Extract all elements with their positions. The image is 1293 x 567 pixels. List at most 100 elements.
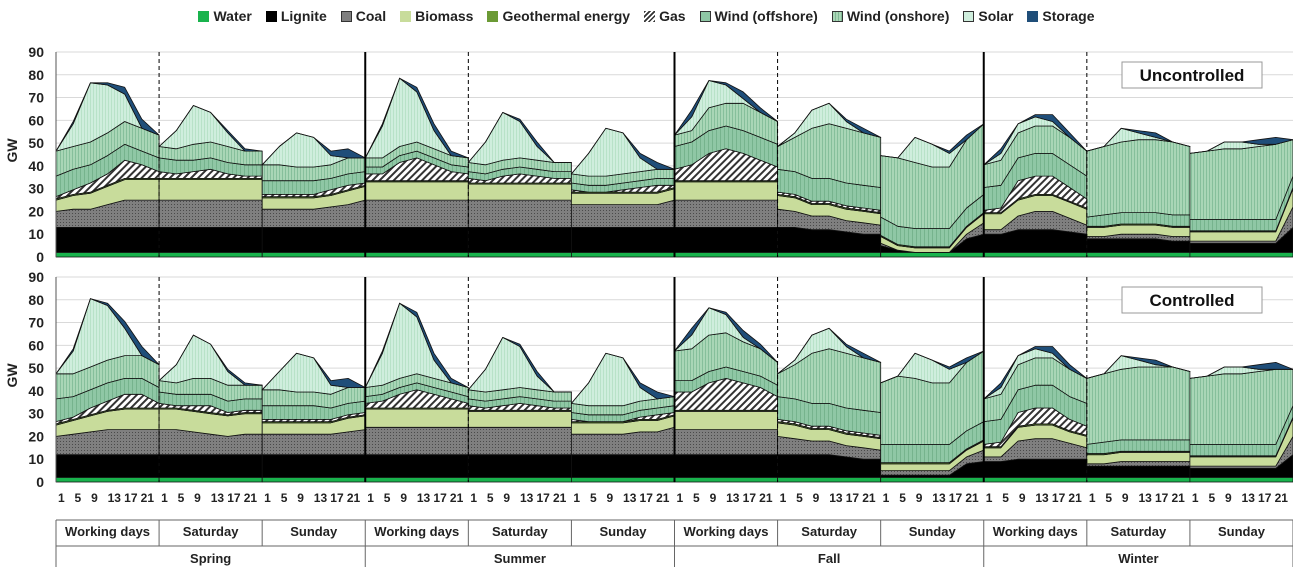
y-tick-label: 30 — [28, 181, 44, 197]
y-tick-label: 50 — [28, 135, 44, 151]
hour-tick-label: 5 — [1105, 491, 1112, 505]
legend-swatch-gas — [644, 10, 656, 22]
hour-tick-label: 5 — [384, 491, 391, 505]
legend-label-biomass: Biomass — [415, 8, 474, 24]
hour-tick-label: 9 — [297, 491, 304, 505]
area-water — [467, 252, 572, 258]
hour-tick-label: 9 — [503, 491, 510, 505]
area-water — [983, 252, 1088, 258]
hour-tick-label: 5 — [281, 491, 288, 505]
legend-swatch-biomass — [400, 10, 412, 22]
hour-tick-label: 13 — [932, 491, 946, 505]
area-lignite — [364, 454, 469, 478]
panel-title: Uncontrolled — [1140, 66, 1245, 85]
hour-tick-label: 13 — [726, 491, 740, 505]
hour-tick-label: 1 — [1192, 491, 1199, 505]
hour-tick-label: 1 — [1089, 491, 1096, 505]
legend-item-wind-offshore: Wind (offshore) — [699, 8, 818, 24]
daytype-label: Saturday — [183, 524, 239, 539]
hour-tick-label: 9 — [1122, 491, 1129, 505]
area-water — [364, 252, 469, 258]
area-water — [261, 477, 366, 483]
y-tick-label: 70 — [28, 90, 44, 106]
hour-tick-label: 1 — [58, 491, 65, 505]
area-water — [1189, 252, 1293, 258]
legend-swatch-geothermal — [487, 10, 499, 22]
legend-item-coal: Coal — [340, 8, 386, 24]
panel-1: 0 10 20 30 40 50 60 70 80 90 GW Uncontrolled — [4, 44, 1293, 265]
hour-tick-label: 17 — [227, 491, 241, 505]
legend-label-gas: Gas — [659, 8, 686, 24]
y-tick-label: 10 — [28, 226, 44, 242]
area-water — [880, 252, 985, 258]
y-tick-label: 40 — [28, 158, 44, 174]
hour-tick-label: 9 — [710, 491, 717, 505]
area-water — [674, 252, 778, 258]
daytype-label: Sunday — [1218, 524, 1266, 539]
legend: Water Lignite Coal Biomass Geothermal en… — [0, 8, 1293, 24]
hour-tick-label: 13 — [829, 491, 843, 505]
hour-tick-label: 17 — [949, 491, 963, 505]
hour-tick-label: 1 — [573, 491, 580, 505]
legend-label-wind-offshore: Wind (offshore) — [714, 8, 818, 24]
hour-tick-label: 5 — [1002, 491, 1009, 505]
hour-tick-label: 21 — [1275, 491, 1289, 505]
hour-tick-label: 9 — [916, 491, 923, 505]
area-biomass — [467, 183, 572, 201]
hour-tick-label: 17 — [536, 491, 550, 505]
legend-swatch-solar — [963, 10, 975, 22]
y-tick-label: 20 — [28, 203, 44, 219]
hour-tick-label: 13 — [1035, 491, 1049, 505]
area-storage — [467, 112, 572, 163]
y-tick-label: 10 — [28, 451, 44, 467]
area-water — [1189, 477, 1293, 483]
hour-tick-label: 5 — [693, 491, 700, 505]
area-water — [777, 477, 882, 483]
panel-title-box — [1121, 61, 1263, 89]
area-lignite — [571, 227, 675, 253]
area-water — [364, 477, 469, 483]
area-water — [261, 252, 366, 258]
hour-tick-label: 1 — [470, 491, 477, 505]
hour-tick-label: 13 — [108, 491, 122, 505]
hour-tick-label: 21 — [862, 491, 876, 505]
hour-tick-label: 17 — [330, 491, 344, 505]
area-water — [571, 252, 675, 258]
area-storage — [158, 334, 263, 386]
area-coal — [364, 199, 469, 228]
hour-tick-label: 5 — [75, 491, 82, 505]
area-coal — [364, 426, 469, 456]
area-solar — [158, 334, 263, 386]
hour-tick-label: 21 — [1172, 491, 1186, 505]
legend-swatch-storage — [1027, 10, 1039, 22]
hour-tick-label: 13 — [417, 491, 431, 505]
hour-tick-label: 1 — [677, 491, 684, 505]
area-storage — [1189, 362, 1293, 379]
legend-label-storage: Storage — [1042, 8, 1095, 24]
y-tick-label: 70 — [28, 315, 44, 331]
area-lignite — [674, 227, 778, 253]
area-water — [983, 477, 1088, 483]
area-storage — [158, 105, 263, 152]
area-water — [674, 477, 778, 483]
y-tick-label: 90 — [28, 269, 44, 285]
area-water — [777, 252, 882, 258]
legend-item-wind-onshore: Wind (onshore) — [831, 8, 949, 24]
area-water — [1086, 477, 1191, 483]
hour-tick-label: 9 — [1225, 491, 1232, 505]
hour-tick-label: 9 — [813, 491, 820, 505]
daytype-label: Sunday — [599, 524, 647, 539]
legend-swatch-wind-offshore — [699, 10, 711, 22]
hour-tick-label: 17 — [1258, 491, 1272, 505]
legend-item-solar: Solar — [963, 8, 1013, 24]
y-tick-label: 40 — [28, 383, 44, 399]
area-storage — [777, 102, 882, 147]
area-storage — [777, 327, 882, 375]
y-tick-label: 60 — [28, 112, 44, 128]
y-tick-label: 30 — [28, 406, 44, 422]
hour-tick-label: 17 — [1155, 491, 1169, 505]
daytype-label: Sunday — [290, 524, 338, 539]
hour-tick-label: 13 — [1242, 491, 1256, 505]
y-tick-label: 0 — [36, 249, 44, 265]
hour-tick-label: 21 — [965, 491, 979, 505]
